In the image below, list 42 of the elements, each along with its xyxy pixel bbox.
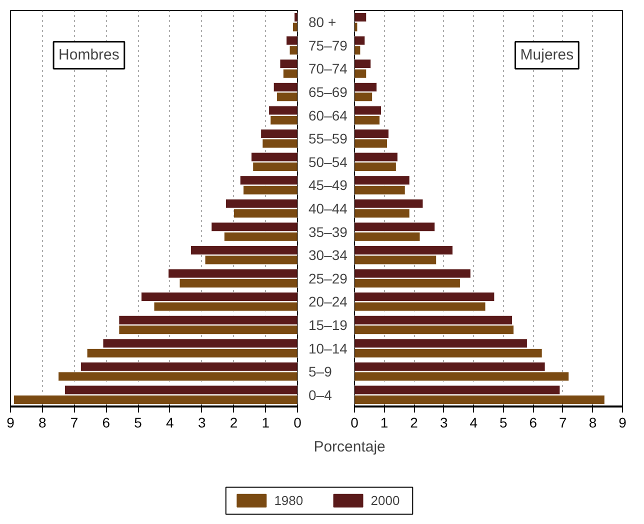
legend-label: 2000 (370, 493, 400, 508)
x-tick-label: 3 (440, 414, 448, 430)
x-tick-label: 2 (230, 414, 238, 430)
y-tick-label: 25–29 (308, 270, 348, 286)
y-tick-label: 40–44 (308, 200, 348, 216)
x-tick-label: 5 (134, 414, 142, 430)
x-tick-label: 6 (529, 414, 538, 430)
y-tick-label: 70–74 (308, 60, 348, 77)
x-tick-label: 8 (588, 414, 597, 430)
y-tick-label: 30–34 (308, 247, 348, 264)
x-tick-label: 4 (166, 414, 174, 430)
x-tick-label: 3 (198, 414, 206, 430)
y-tick-label: 0–4 (308, 386, 332, 403)
y-tick-label: 15–19 (308, 316, 348, 333)
x-tick-label: 6 (102, 414, 110, 430)
x-tick-label: 1 (380, 414, 388, 430)
y-tick-label: 35–39 (308, 224, 348, 240)
x-tick-label: 2 (410, 414, 418, 430)
y-tick-label: 80 + (308, 14, 336, 30)
y-tick-label: 5–9 (308, 364, 332, 380)
y-tick-label: 65–69 (308, 84, 348, 100)
x-tick-label: 8 (38, 414, 46, 430)
x-tick-label: 1 (262, 414, 270, 430)
x-tick-label: 7 (559, 414, 568, 430)
x-tick-label: 0 (350, 414, 359, 430)
x-tick-label: 5 (499, 414, 508, 430)
y-tick-label: 45–49 (308, 177, 348, 194)
x-tick-label: 4 (470, 414, 478, 430)
legend-label: 1980 (274, 493, 304, 508)
x-tick-label: 9 (6, 414, 15, 430)
y-tick-label: 10–14 (308, 340, 348, 356)
x-axis-title: Porcentaje (314, 438, 386, 456)
x-tick-label: 7 (70, 414, 78, 430)
y-tick-label: 50–54 (308, 154, 348, 170)
x-tick-label: 9 (618, 414, 627, 430)
y-tick-label: 55–59 (308, 130, 348, 147)
x-tick-label: 0 (294, 414, 302, 430)
y-tick-label: 60–64 (308, 107, 348, 124)
y-tick-label: 75–79 (308, 37, 348, 54)
y-tick-label: 20–24 (308, 294, 348, 310)
annotation: Mujeres (520, 46, 574, 64)
annotation: Hombres (58, 46, 120, 64)
